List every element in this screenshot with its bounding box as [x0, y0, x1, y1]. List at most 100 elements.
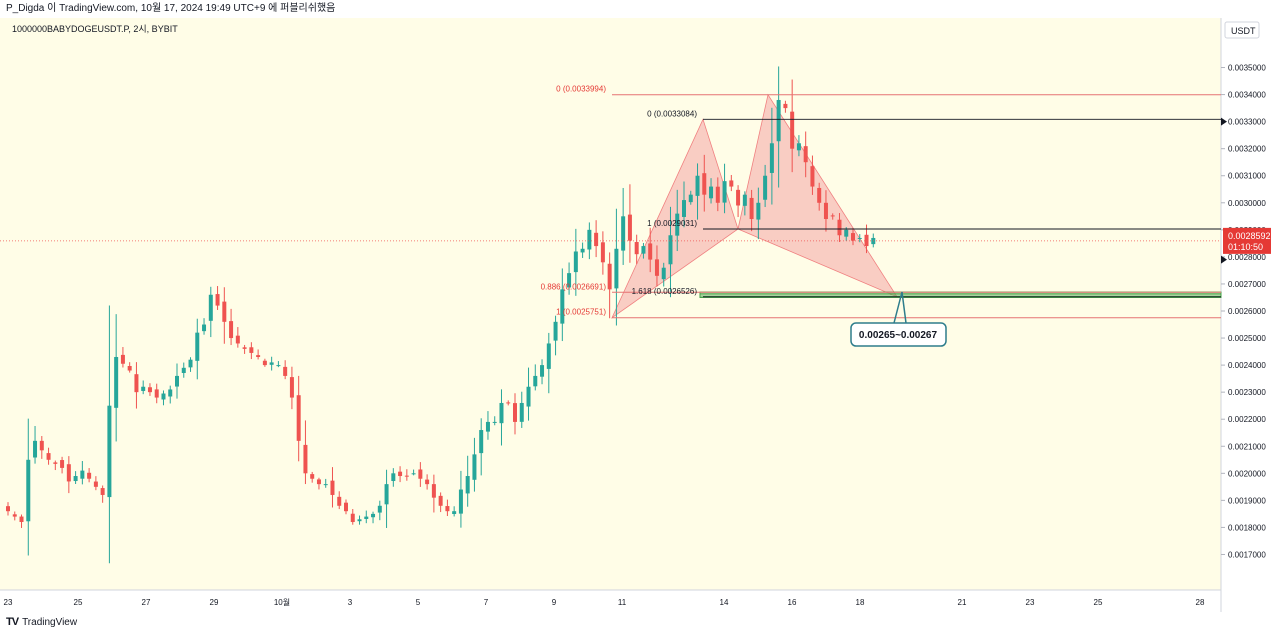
- candle-body: [560, 289, 565, 324]
- candle-body: [208, 294, 213, 321]
- tradingview-logo[interactable]: TV TradingView: [6, 616, 77, 628]
- candle-body: [594, 232, 599, 247]
- candle-body: [682, 200, 686, 217]
- candle-body: [316, 479, 321, 485]
- fib-right-label: 0 (0.0033084): [647, 109, 697, 118]
- publish-caption-bar: P_Digda 이 TradingView.com, 10월 17, 2024 …: [0, 0, 1280, 18]
- candle-body: [526, 386, 531, 407]
- x-tick-label: 28: [1196, 598, 1205, 607]
- footer-bar: TV TradingView: [0, 612, 1280, 634]
- candle-body: [161, 393, 166, 400]
- candle-body: [19, 516, 24, 523]
- candle-body: [580, 248, 585, 253]
- candle-body: [283, 366, 288, 376]
- x-tick-label: 5: [416, 598, 421, 607]
- candle-body: [736, 189, 741, 206]
- candle-body: [364, 516, 369, 519]
- candle-body: [729, 180, 734, 187]
- candle-body: [141, 386, 146, 391]
- y-tick-label: 0.0030000: [1228, 199, 1266, 208]
- candle-body: [202, 324, 207, 332]
- y-tick-label: 0.0026000: [1228, 307, 1266, 316]
- symbol-label: 1000000BABYDOGEUSDT.P, 2시, BYBIT: [12, 24, 178, 34]
- candle-body: [479, 430, 484, 454]
- y-tick-label: 0.0019000: [1228, 496, 1266, 505]
- candle-body: [796, 143, 801, 151]
- candle-body: [776, 99, 781, 142]
- target-callout-text: 0.00265~0.00267: [859, 330, 938, 341]
- candle-body: [763, 175, 768, 200]
- candle-body: [465, 476, 470, 494]
- plot-background: [0, 18, 1221, 590]
- candle-body: [134, 374, 139, 393]
- y-tick-label: 0.0028000: [1228, 253, 1266, 262]
- candle-body: [472, 454, 477, 480]
- publish-caption: P_Digda 이 TradingView.com, 10월 17, 2024 …: [6, 3, 336, 14]
- candle-body: [844, 229, 849, 237]
- y-tick-label: 0.0024000: [1228, 361, 1266, 370]
- currency-box[interactable]: [1224, 21, 1260, 39]
- fib-left-label: 1 (0.0025751): [556, 308, 606, 317]
- candle-body: [303, 444, 308, 474]
- candle-body: [60, 460, 65, 468]
- candle-body: [587, 229, 592, 250]
- candle-body: [46, 453, 51, 460]
- candle-body: [540, 365, 545, 377]
- candle-body: [546, 343, 551, 369]
- x-tick-label: 14: [720, 598, 729, 607]
- candle-body: [783, 103, 788, 109]
- candle-body: [431, 484, 436, 498]
- candle-body: [499, 402, 504, 424]
- candle-body: [654, 259, 659, 276]
- candle-body: [344, 502, 348, 512]
- candle-body: [26, 459, 31, 522]
- candle-body: [296, 395, 301, 441]
- fibonacci-layer: 0 (0.0033994) 0.886 (0.0026691) 1 (0.00257…: [541, 85, 1221, 319]
- candle-body: [337, 496, 342, 506]
- candle-body: [513, 403, 517, 422]
- candle-body: [769, 143, 774, 173]
- candle-body: [573, 251, 578, 273]
- candle-body: [810, 166, 815, 187]
- pattern-triangle-xab: [611, 118, 739, 319]
- candle-body: [851, 233, 855, 241]
- candle-body: [722, 181, 727, 203]
- x-tick-label: 29: [210, 598, 219, 607]
- candle-body: [492, 421, 497, 423]
- candle-body: [857, 237, 862, 239]
- fib-left-label: 0 (0.0033994): [556, 85, 606, 94]
- candle-body: [506, 402, 511, 404]
- candle-body: [242, 347, 247, 349]
- candle-body: [614, 248, 619, 289]
- candle-body: [330, 480, 335, 495]
- candle-body: [249, 347, 254, 353]
- candle-body: [749, 197, 754, 220]
- x-tick-label: 9: [552, 598, 557, 607]
- current-price-countdown: 01:10:50: [1228, 242, 1263, 252]
- candle-body: [790, 111, 795, 149]
- candle-body: [519, 402, 524, 422]
- chart-area[interactable]: 0 (0.0033994) 0.886 (0.0026691) 1 (0.00257…: [0, 18, 1280, 612]
- candle-body: [445, 506, 450, 512]
- candle-body: [310, 474, 315, 479]
- candle-body: [533, 375, 538, 387]
- price-chart[interactable]: 0 (0.0033994) 0.886 (0.0026691) 1 (0.00257…: [0, 18, 1280, 612]
- y-tick-label: 0.0022000: [1228, 415, 1266, 424]
- candle-body: [229, 321, 234, 339]
- candle-body: [114, 356, 119, 408]
- candle-body: [181, 367, 186, 374]
- candle-body: [830, 215, 835, 217]
- candle-body: [154, 389, 159, 398]
- time-axis-background: [0, 590, 1221, 612]
- candle-body: [607, 263, 612, 290]
- candle-body: [357, 519, 362, 522]
- candles-layer: [6, 66, 876, 564]
- candle-body: [553, 321, 558, 341]
- candle-body: [188, 359, 193, 368]
- x-tick-label: 7: [484, 598, 489, 607]
- x-tick-label: 16: [788, 598, 797, 607]
- target-callout-box: [850, 322, 947, 347]
- candle-body: [80, 470, 85, 479]
- x-tick-label: 18: [856, 598, 865, 607]
- y-tick-label: 0.0032000: [1228, 145, 1266, 154]
